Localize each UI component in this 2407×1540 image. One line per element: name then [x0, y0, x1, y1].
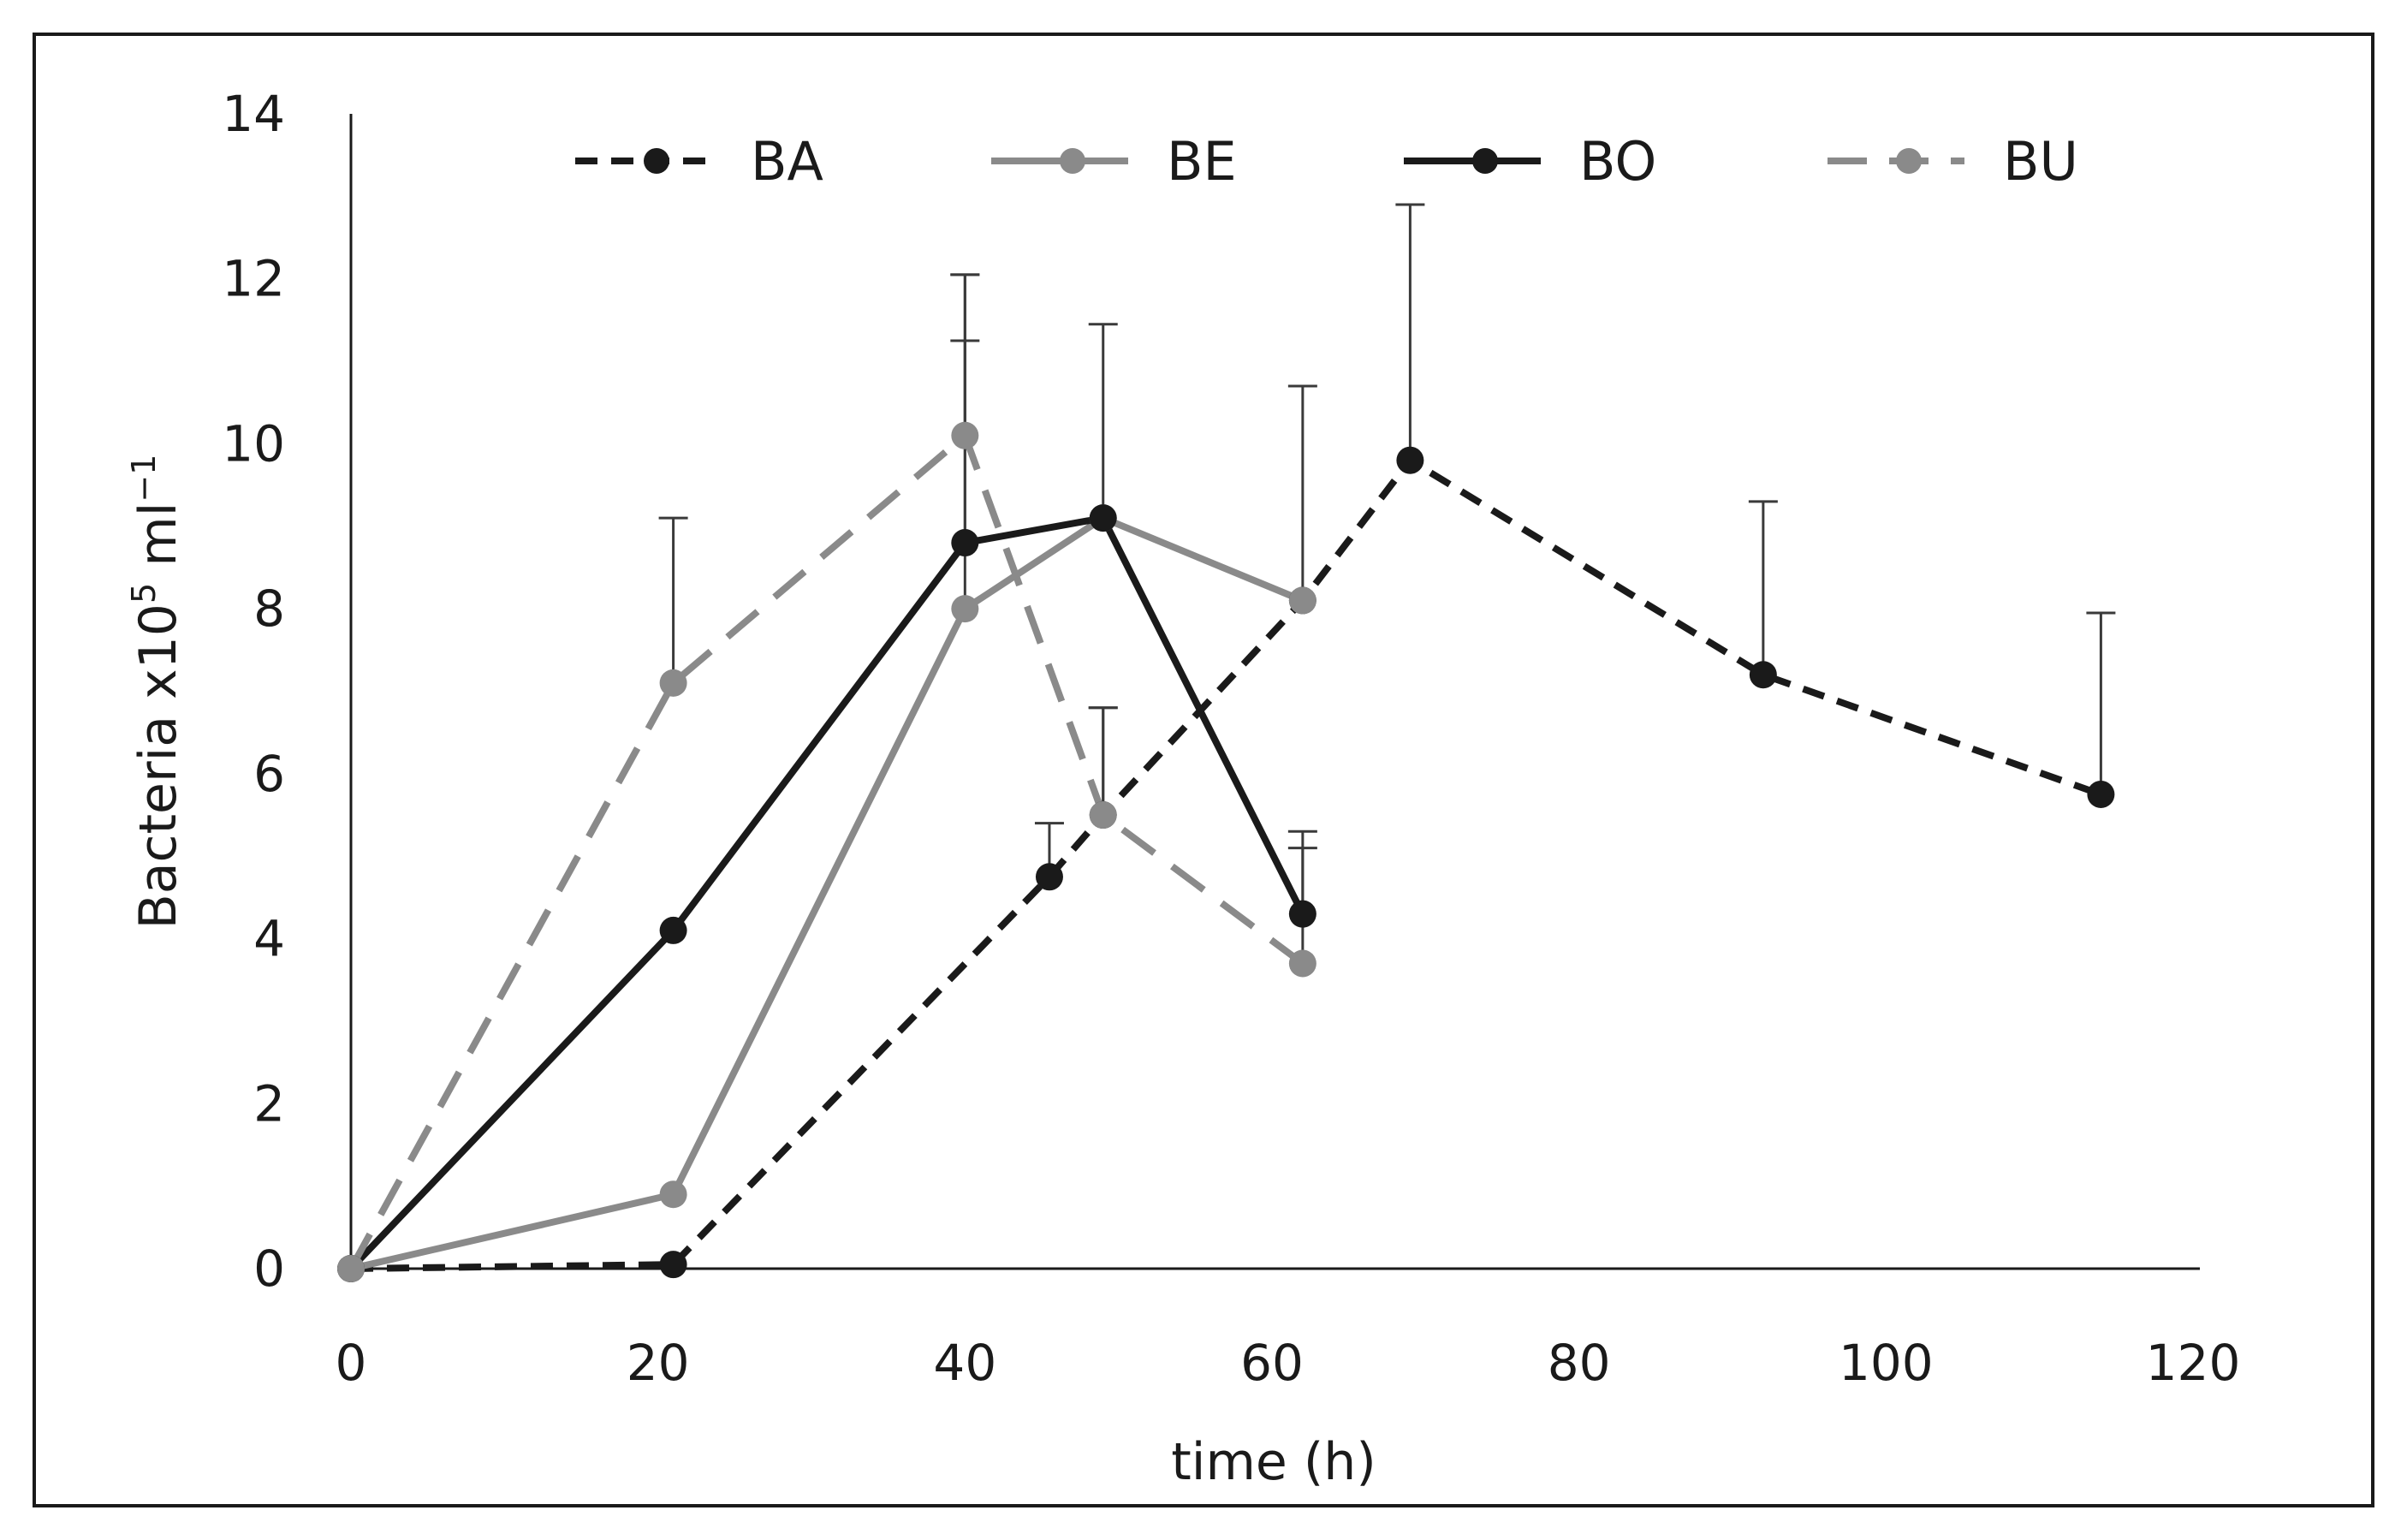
y-tick-label: 10 [222, 414, 285, 473]
y-tick-label: 0 [253, 1240, 285, 1298]
data-point-ba [1396, 446, 1424, 474]
data-point-ba [1749, 661, 1777, 689]
data-point-bo [1089, 504, 1117, 532]
legend-marker-ba [644, 148, 669, 174]
x-tick-label: 60 [1240, 1334, 1304, 1392]
legend-marker-be [1060, 148, 1085, 174]
x-axis-title: time (h) [1171, 1432, 1376, 1492]
x-tick-label: 80 [1548, 1334, 1611, 1392]
y-axis-title: Bacteria x105 ml−1 [125, 455, 188, 930]
series-markers [337, 421, 2115, 1282]
y-tick-label: 14 [222, 85, 285, 143]
axes [349, 114, 2200, 1270]
series-lines [348, 431, 2102, 1272]
x-axis-ticks: 0 20 40 60 80 100 120 [336, 1334, 2241, 1392]
legend-label-be: BE [1167, 130, 1237, 193]
y-axis-ticks: 0 2 4 6 8 10 12 14 [222, 85, 285, 1298]
x-tick-label: 20 [627, 1334, 690, 1392]
data-point-ba [659, 1251, 687, 1279]
data-point-be [1288, 586, 1316, 615]
x-tick-label: 40 [933, 1334, 996, 1392]
y-tick-label: 6 [253, 745, 285, 803]
y-tick-label: 4 [253, 910, 285, 968]
data-point-ba [2087, 780, 2115, 808]
data-point-bu [1288, 949, 1316, 978]
y-axis-title-main: Bacteria x10 [128, 604, 188, 929]
legend-marker-bu [1896, 148, 1922, 174]
x-tick-label: 100 [1839, 1334, 1934, 1392]
data-point-bo [1288, 900, 1316, 928]
data-point-bu [337, 1255, 365, 1282]
y-tick-label: 8 [253, 580, 285, 638]
x-tick-label: 0 [336, 1334, 367, 1392]
data-point-bu [1089, 801, 1117, 829]
legend-label-bu: BU [2003, 130, 2078, 193]
figure-frame [33, 33, 2374, 1507]
legend: BA BE BO BU [575, 130, 2078, 193]
error-bars [658, 203, 2116, 964]
legend-label-ba: BA [751, 130, 823, 193]
y-tick-label: 2 [253, 1074, 285, 1133]
data-point-bo [659, 916, 687, 944]
y-axis-title-unit-exponent: −1 [125, 455, 163, 502]
x-tick-label: 120 [2146, 1334, 2241, 1392]
data-point-be [951, 595, 979, 623]
data-point-ba [1035, 863, 1063, 891]
legend-label-bo: BO [1579, 130, 1656, 193]
y-axis-title-unit: ml [128, 502, 188, 583]
legend-marker-bo [1472, 148, 1498, 174]
data-point-bu [659, 669, 687, 697]
data-point-bo [951, 529, 979, 557]
data-point-be [659, 1180, 687, 1209]
series-line-bu [348, 431, 1305, 1270]
y-tick-label: 12 [222, 250, 285, 308]
series-line-ba [350, 456, 2102, 1272]
y-axis-title-exponent: 5 [125, 583, 163, 604]
data-point-bu [951, 421, 979, 449]
